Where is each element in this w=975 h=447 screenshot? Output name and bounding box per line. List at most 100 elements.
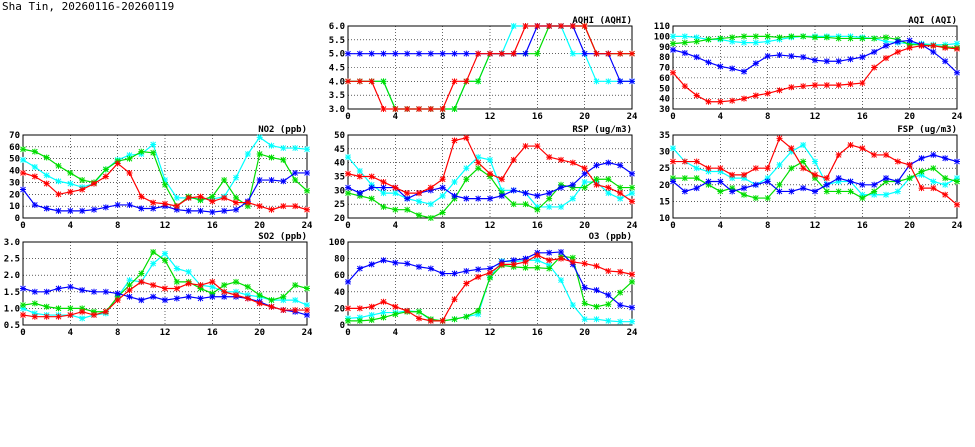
data-point-blue [280, 178, 287, 185]
y-tick-label: 60 [9, 143, 20, 153]
data-point-blue [404, 260, 411, 267]
data-point-cyan [764, 175, 771, 182]
data-point-blue [546, 249, 553, 256]
data-point-red [162, 285, 168, 292]
data-point-blue [463, 195, 470, 202]
data-point-red [835, 151, 842, 158]
x-tick-label: 0 [345, 112, 350, 122]
data-point-cyan [392, 190, 399, 197]
data-point-cyan [475, 154, 482, 161]
data-point-cyan [729, 38, 736, 45]
y-tick-label: 6.0 [329, 22, 345, 32]
data-point-cyan [356, 314, 363, 321]
data-point-red [356, 305, 363, 312]
data-point-green [345, 190, 351, 197]
data-point-blue [102, 288, 109, 295]
data-point-blue [268, 177, 275, 184]
data-point-red [729, 97, 736, 104]
x-tick-label: 20 [579, 328, 590, 338]
y-tick-label: 60 [334, 271, 345, 281]
data-point-green [764, 33, 771, 40]
data-point-blue [162, 297, 168, 304]
data-point-green [392, 206, 399, 213]
data-point-cyan [776, 161, 783, 168]
data-point-red [930, 185, 937, 192]
data-point-blue [404, 195, 411, 202]
data-point-blue [463, 268, 470, 275]
data-point-green [812, 34, 818, 41]
data-point-green [209, 290, 216, 297]
data-point-green [812, 175, 818, 182]
chart-fsp: 10 15 20 25 30 35 0 4 8 12 16 20 24 FSP (ug/m3) [659, 125, 963, 231]
data-point-green [451, 316, 458, 323]
page-title: Sha Tin, 20260116-20260119 [2, 0, 175, 13]
data-point-blue [681, 49, 688, 56]
data-point-blue [91, 206, 97, 213]
data-point-blue [114, 201, 121, 208]
data-point-blue [883, 42, 889, 49]
x-tick-label: 4 [718, 112, 724, 122]
data-point-red [847, 141, 854, 148]
data-point-red [569, 23, 576, 29]
data-point-red [510, 50, 517, 57]
data-point-green [475, 78, 482, 85]
data-point-green [764, 195, 771, 202]
data-point-green [102, 166, 109, 173]
data-point-blue [345, 50, 351, 57]
data-point-cyan [150, 141, 157, 148]
x-tick-label: 8 [765, 221, 770, 231]
x-tick-label: 0 [20, 221, 25, 231]
data-point-cyan [55, 178, 62, 185]
data-point-blue [847, 56, 854, 63]
data-point-green [233, 278, 239, 285]
y-tick-label: 5.0 [329, 50, 345, 60]
data-point-red [292, 307, 299, 314]
data-point-red [859, 80, 866, 87]
data-point-green [741, 33, 747, 40]
data-point-green [942, 175, 949, 182]
data-point-cyan [693, 165, 700, 172]
y-tick-label: 20 [659, 181, 670, 191]
data-point-red [114, 297, 121, 304]
x-tick-label: 4 [393, 221, 399, 231]
data-point-cyan [569, 50, 576, 57]
data-point-red [906, 161, 913, 168]
data-point-red [150, 199, 157, 206]
y-tick-label: 45 [334, 145, 345, 155]
data-point-blue [404, 50, 411, 57]
data-point-red [510, 156, 517, 163]
data-point-green [304, 187, 310, 194]
data-point-red [345, 78, 351, 85]
data-point-blue [629, 170, 635, 177]
data-point-blue [871, 181, 878, 188]
data-point-cyan [835, 178, 842, 185]
y-tick-label: 2.5 [4, 255, 20, 265]
y-tick-label: 60 [659, 74, 670, 84]
data-point-cyan [569, 302, 576, 309]
data-point-blue [629, 304, 635, 311]
data-point-green [55, 305, 62, 312]
data-point-cyan [617, 195, 624, 202]
data-point-green [569, 254, 576, 261]
data-point-cyan [717, 168, 724, 175]
x-tick-label: 24 [627, 328, 638, 338]
data-point-green [356, 317, 363, 324]
y-tick-label: 1.5 [4, 288, 20, 298]
data-point-blue [451, 270, 458, 277]
data-point-green [752, 33, 759, 40]
y-tick-label: 50 [334, 131, 345, 141]
data-point-green [380, 203, 387, 210]
data-point-blue [43, 205, 50, 212]
data-point-red [581, 23, 588, 29]
data-point-green [534, 206, 541, 213]
data-point-red [55, 191, 62, 198]
data-point-blue [800, 185, 807, 192]
data-point-red [439, 176, 446, 183]
data-point-red [558, 23, 564, 29]
data-point-cyan [20, 156, 26, 163]
data-point-red [185, 280, 192, 287]
data-point-green [871, 35, 878, 42]
x-tick-label: 16 [857, 221, 868, 231]
data-point-red [102, 173, 109, 180]
data-point-blue [569, 181, 576, 188]
